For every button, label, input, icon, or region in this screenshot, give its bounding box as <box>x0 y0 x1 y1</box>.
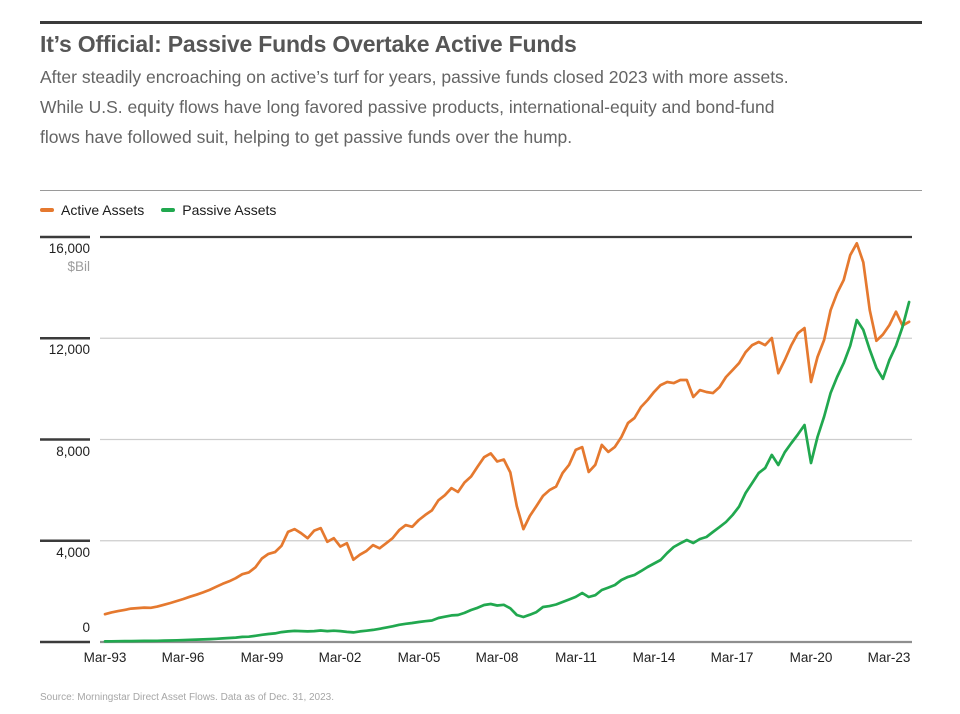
x-tick-mar-05: Mar-05 <box>397 650 441 665</box>
x-tick-mar-96: Mar-96 <box>161 650 205 665</box>
series-line-passive-assets <box>103 300 911 643</box>
x-tick-mar-99: Mar-99 <box>240 650 284 665</box>
x-tick-mar-08: Mar-08 <box>475 650 519 665</box>
subtitle-line-1: After steadily encroaching on active’s t… <box>40 67 789 87</box>
legend-item-active: Active Assets <box>40 202 144 218</box>
series-line-active-assets <box>103 241 911 616</box>
source-note: Source: Morningstar Direct Asset Flows. … <box>40 692 335 703</box>
x-tick-mar-23: Mar-23 <box>867 650 911 665</box>
x-tick-mar-17: Mar-17 <box>710 650 754 665</box>
series-lines <box>103 241 911 643</box>
subtitle-line-2: While U.S. equity flows have long favore… <box>40 97 775 117</box>
x-tick-mar-93: Mar-93 <box>83 650 127 665</box>
y-tick-12000: 12,000 <box>48 342 90 357</box>
passive-assets-swatch <box>161 208 176 212</box>
top-rule <box>40 21 922 24</box>
x-tick-mar-11: Mar-11 <box>555 650 597 665</box>
legend-label-passive: Passive Assets <box>182 202 277 218</box>
y-axis-unit: $Bil <box>67 259 90 274</box>
active-assets-swatch <box>40 208 54 212</box>
legend-label-active: Active Assets <box>61 202 145 218</box>
y-tick-4000: 4,000 <box>56 545 90 560</box>
chart-legend: Active Assets Passive Assets <box>40 201 284 219</box>
legend-item-passive: Passive Assets <box>161 202 276 218</box>
y-tick-8000: 8,000 <box>56 444 90 459</box>
gridlines <box>40 235 912 644</box>
y-tick-16000: 16,000 <box>48 241 90 256</box>
x-tick-mar-02: Mar-02 <box>318 650 362 665</box>
y-tick-0: 0 <box>82 620 90 635</box>
x-tick-mar-14: Mar-14 <box>632 650 676 665</box>
subtitle-line-3: flows have followed suit, helping to get… <box>40 127 573 147</box>
page-title: It’s Official: Passive Funds Overtake Ac… <box>40 31 577 57</box>
legend-divider <box>40 190 922 191</box>
chart-subtitle: After steadily encroaching on active’s t… <box>40 62 930 152</box>
x-tick-mar-20: Mar-20 <box>789 650 833 665</box>
